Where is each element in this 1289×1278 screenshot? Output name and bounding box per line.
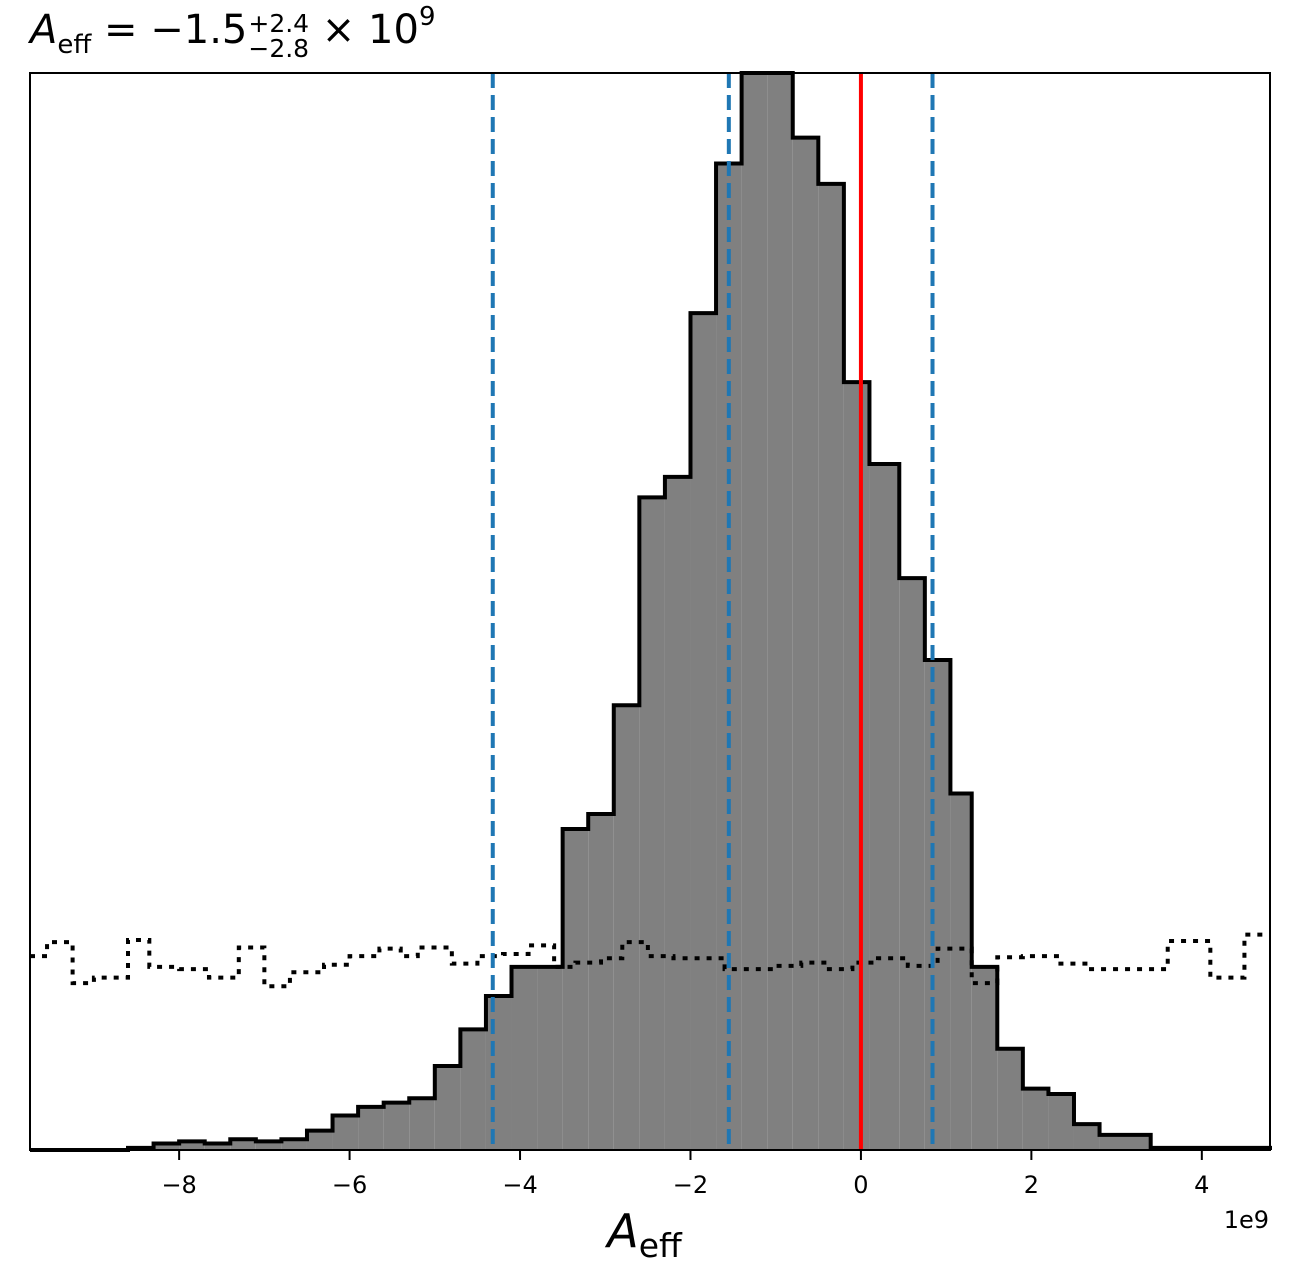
histogram-bar: [281, 1139, 307, 1150]
title-upper-error: +2.4: [248, 9, 310, 38]
histogram-bar: [639, 497, 665, 1150]
x-axis-label-symbol: A: [607, 1204, 639, 1258]
histogram-bar: [153, 1143, 180, 1150]
histogram-bar: [613, 705, 640, 1150]
histogram-bar: [511, 966, 538, 1150]
histogram-bar: [971, 966, 998, 1150]
histogram-bar: [588, 813, 614, 1150]
histogram-bar: [460, 1029, 486, 1150]
histogram-bar: [306, 1130, 333, 1150]
x-tick-label: −8: [161, 1171, 196, 1199]
chart-title: Aeff = −1.5 +2.4 −2.8 × 109: [30, 4, 435, 61]
histogram-bar: [997, 1048, 1023, 1150]
posterior-step-outline: [30, 71, 1272, 1152]
x-tick-label: −4: [502, 1171, 537, 1199]
histogram-bar: [818, 183, 844, 1150]
histogram-bar: [664, 476, 691, 1150]
histogram-bar: [1073, 1124, 1100, 1150]
histogram-bar: [767, 73, 793, 1150]
title-lower-error: −2.8: [248, 34, 310, 63]
histogram-bar: [1048, 1093, 1074, 1150]
plot-frame: [29, 72, 1271, 1151]
histogram-bar: [950, 793, 972, 1150]
histogram-bar: [204, 1143, 231, 1150]
histogram-bar: [332, 1115, 359, 1150]
histogram-bar: [869, 463, 900, 1150]
x-tick-label: 2: [1024, 1171, 1039, 1199]
histogram-bar: [255, 1141, 282, 1150]
histogram-bar: [1022, 1088, 1049, 1150]
title-error-bounds: +2.4 −2.8: [248, 11, 309, 61]
title-times: × 10: [309, 7, 419, 53]
histogram-bar: [358, 1106, 384, 1150]
posterior-fill-layer: [128, 73, 1270, 1150]
histogram-bar: [843, 382, 870, 1150]
histogram-bar: [899, 578, 925, 1150]
x-ticks-layer: −8 −6 −4 −2 0 2 4: [161, 1150, 1209, 1199]
posterior-edge-layer: [30, 71, 1272, 1152]
title-exponent: 9: [418, 2, 436, 32]
histogram-bar: [383, 1102, 410, 1150]
histogram-bar: [792, 137, 819, 1150]
histogram-bar: [485, 995, 512, 1150]
x-tick-label: 4: [1194, 1171, 1209, 1199]
title-value: = −1.5: [91, 7, 248, 53]
histogram-bar: [230, 1139, 256, 1150]
histogram-bar: [741, 73, 768, 1150]
histogram-bar: [179, 1141, 205, 1150]
title-symbol-subscript: eff: [57, 30, 92, 60]
histogram-bar: [562, 829, 589, 1150]
x-axis-offset-text: 1e9: [1223, 1206, 1269, 1234]
x-tick-label: −2: [673, 1171, 708, 1199]
histogram-bar: [1099, 1134, 1151, 1150]
histogram-bar: [409, 1098, 435, 1150]
histogram-bar: [690, 313, 717, 1150]
title-symbol: A: [30, 7, 58, 53]
histogram-bar: [537, 966, 563, 1150]
x-axis-label-subscript: eff: [638, 1226, 682, 1265]
x-tick-label: −6: [332, 1171, 367, 1199]
x-tick-label: 0: [853, 1171, 868, 1199]
vertical-lines-layer: [490, 73, 935, 1150]
x-axis-label: Aeff: [0, 1204, 1289, 1265]
histogram-bar: [924, 659, 951, 1150]
histogram-bar: [434, 1065, 461, 1150]
